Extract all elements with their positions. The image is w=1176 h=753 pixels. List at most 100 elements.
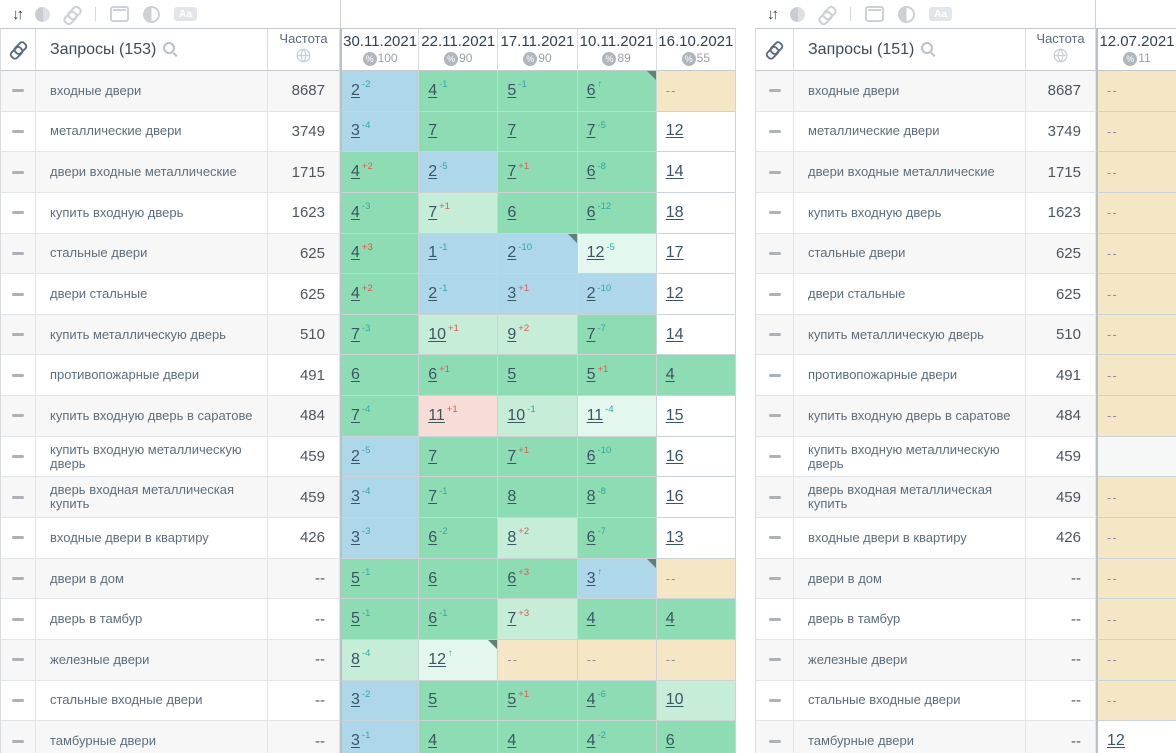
position-cell[interactable]: 4 bbox=[656, 355, 736, 397]
keyword-cell[interactable]: двери входные металлические bbox=[794, 152, 1026, 193]
position-cell[interactable]: 3 ↑ bbox=[577, 558, 657, 600]
keyword-cell[interactable]: железные двери bbox=[794, 639, 1026, 681]
position-link[interactable]: 7 bbox=[428, 203, 438, 221]
position-cell[interactable]: 12 bbox=[656, 111, 736, 153]
position-link[interactable]: 5 bbox=[586, 366, 596, 384]
keyword-cell[interactable]: купить входную дверь в саратове bbox=[36, 396, 268, 437]
keyword-cell[interactable]: стальные входные двери bbox=[794, 680, 1026, 722]
position-cell[interactable]: 7 +1 bbox=[498, 436, 578, 478]
position-cell[interactable]: 6 ↑ bbox=[577, 71, 657, 112]
position-link[interactable]: 16 bbox=[665, 488, 684, 506]
position-link[interactable]: 5 bbox=[507, 81, 517, 99]
position-cell[interactable]: 6 bbox=[498, 192, 578, 234]
position-cell[interactable]: 3 -1 bbox=[340, 721, 420, 753]
position-cell[interactable]: 6 -1 bbox=[419, 599, 499, 640]
row-drag-handle[interactable] bbox=[756, 111, 794, 153]
position-cell[interactable]: 17 bbox=[656, 233, 736, 275]
row-drag-handle[interactable] bbox=[1, 477, 36, 519]
position-link[interactable]: 7 bbox=[507, 447, 517, 465]
frequency-column-header[interactable]: Частота bbox=[268, 29, 340, 71]
position-link[interactable]: 5 bbox=[507, 691, 517, 709]
position-link[interactable]: 6 bbox=[428, 528, 438, 546]
position-cell[interactable]: 5 +1 bbox=[577, 355, 657, 397]
position-cell[interactable]: 7 -1 bbox=[419, 477, 499, 519]
search-icon[interactable] bbox=[921, 41, 934, 54]
row-drag-handle[interactable] bbox=[756, 152, 794, 193]
keyword-cell[interactable]: купить металлическую дверь bbox=[794, 314, 1026, 356]
position-link[interactable]: 3 bbox=[351, 488, 360, 506]
position-link[interactable]: 2 bbox=[351, 447, 360, 465]
position-cell[interactable]: 16 bbox=[656, 477, 736, 519]
position-link[interactable]: 3 bbox=[351, 691, 360, 709]
position-link[interactable]: 12 bbox=[665, 285, 684, 303]
link-toggle-icon[interactable] bbox=[819, 6, 836, 23]
queries-column-header[interactable]: Запросы (153) bbox=[36, 29, 268, 71]
row-drag-handle[interactable] bbox=[756, 274, 794, 315]
position-cell[interactable]: 10 bbox=[656, 680, 736, 722]
font-size-toggle-icon[interactable]: Aa bbox=[929, 7, 952, 21]
position-cell[interactable]: 13 bbox=[656, 518, 736, 559]
position-link[interactable]: 6 bbox=[507, 569, 517, 587]
row-drag-handle[interactable] bbox=[1, 274, 36, 315]
position-link[interactable]: 7 bbox=[428, 447, 438, 465]
row-drag-handle[interactable] bbox=[756, 71, 794, 112]
keyword-cell[interactable]: тамбурные двери bbox=[36, 721, 268, 753]
snippet-toggle-icon[interactable] bbox=[110, 6, 129, 22]
position-link[interactable]: 6 bbox=[586, 528, 596, 546]
position-link[interactable]: 4 bbox=[665, 610, 675, 628]
keyword-cell[interactable]: тамбурные двери bbox=[794, 721, 1026, 753]
keyword-cell[interactable]: дверь в тамбур bbox=[36, 599, 268, 640]
position-link[interactable]: 4 bbox=[586, 610, 596, 628]
position-cell[interactable]: 18 bbox=[656, 192, 736, 234]
position-cell[interactable]: 3 -4 bbox=[340, 477, 420, 519]
position-link[interactable]: 5 bbox=[428, 691, 438, 709]
position-link[interactable]: 7 bbox=[586, 122, 596, 140]
position-link[interactable]: 14 bbox=[665, 325, 684, 343]
position-link[interactable]: 7 bbox=[351, 325, 360, 343]
position-link[interactable]: 12 bbox=[1107, 732, 1125, 750]
position-link[interactable]: 4 bbox=[586, 691, 596, 709]
position-cell[interactable]: 3 -2 bbox=[340, 680, 420, 722]
row-drag-handle[interactable] bbox=[756, 721, 794, 753]
row-drag-handle[interactable] bbox=[756, 314, 794, 356]
position-cell[interactable]: 12 bbox=[656, 274, 736, 315]
keyword-cell[interactable]: дверь в тамбур bbox=[794, 599, 1026, 640]
contrast-toggle-icon[interactable] bbox=[898, 5, 915, 23]
position-cell[interactable]: 15 bbox=[656, 396, 736, 437]
row-drag-handle[interactable] bbox=[756, 599, 794, 640]
keyword-cell[interactable]: двери стальные bbox=[36, 274, 268, 315]
row-drag-handle[interactable] bbox=[1, 152, 36, 193]
position-cell[interactable]: 14 bbox=[656, 314, 736, 356]
position-link[interactable]: 2 bbox=[507, 244, 517, 262]
position-link[interactable]: 11 bbox=[428, 406, 445, 424]
moon-toggle-icon[interactable] bbox=[35, 6, 50, 22]
position-link[interactable]: 14 bbox=[665, 163, 684, 181]
row-drag-handle[interactable] bbox=[1, 639, 36, 681]
position-link[interactable]: 2 bbox=[586, 285, 596, 303]
position-link[interactable]: 11 bbox=[586, 406, 604, 424]
keyword-cell[interactable]: купить металлическую дверь bbox=[36, 314, 268, 356]
keyword-cell[interactable]: противопожарные двери bbox=[36, 355, 268, 397]
position-cell[interactable]: 7 +1 bbox=[419, 192, 499, 234]
row-drag-handle[interactable] bbox=[756, 355, 794, 397]
position-cell[interactable]: 7 -5 bbox=[577, 111, 657, 153]
row-drag-handle[interactable] bbox=[1, 518, 36, 559]
position-cell[interactable]: 7 -4 bbox=[340, 396, 420, 437]
position-cell[interactable]: 8 -4 bbox=[340, 639, 420, 681]
table-select-link-header[interactable] bbox=[756, 29, 794, 71]
position-cell[interactable]: 10 +1 bbox=[419, 314, 499, 356]
date-column-header[interactable]: 16.10.2021% 55 bbox=[656, 29, 736, 71]
row-drag-handle[interactable] bbox=[1, 721, 36, 753]
keyword-cell[interactable]: стальные входные двери bbox=[36, 680, 268, 722]
position-link[interactable]: 4 bbox=[428, 732, 438, 750]
position-link[interactable]: 2 bbox=[428, 285, 438, 303]
row-drag-handle[interactable] bbox=[1, 111, 36, 153]
position-link[interactable]: 6 bbox=[428, 569, 438, 587]
keyword-cell[interactable]: металлические двери bbox=[36, 111, 268, 153]
position-link[interactable]: 6 bbox=[507, 203, 517, 221]
position-link[interactable]: 7 bbox=[351, 406, 360, 424]
position-link[interactable]: 6 bbox=[665, 732, 675, 750]
position-cell[interactable]: 11 +1 bbox=[419, 396, 499, 437]
position-link[interactable]: 4 bbox=[351, 244, 360, 262]
position-cell[interactable]: 2 -10 bbox=[498, 233, 578, 275]
